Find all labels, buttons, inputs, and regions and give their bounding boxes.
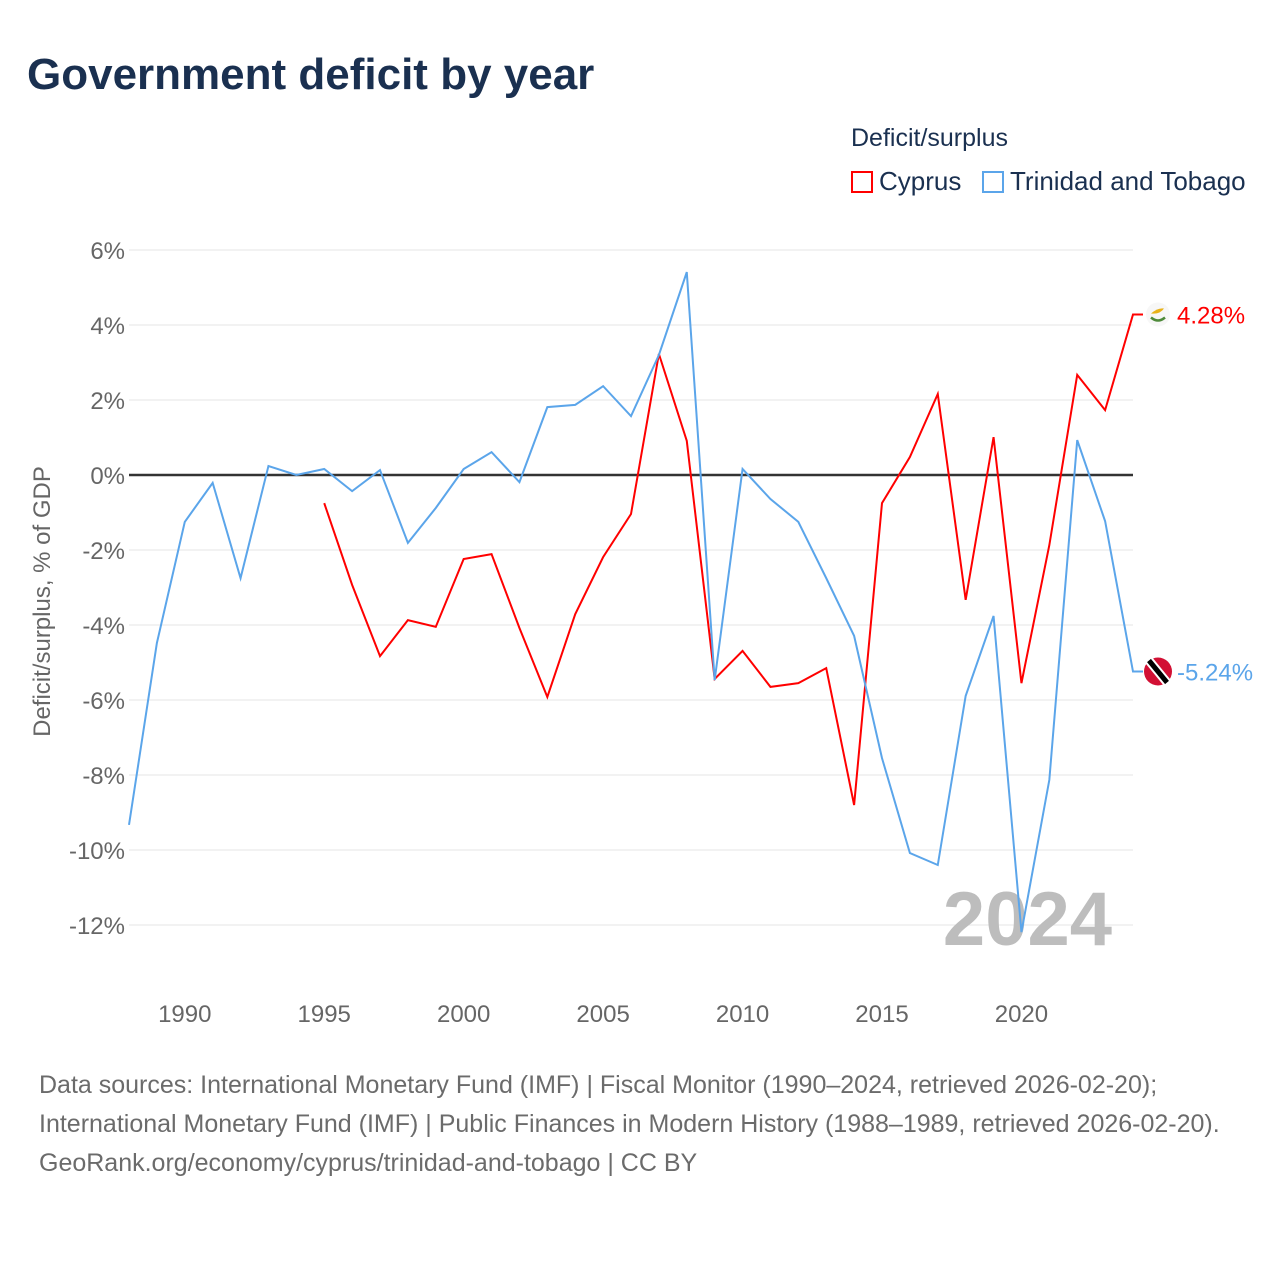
line-chart: 6% 4% 2% 0% -2% -4% -6% -8% -10% -12% 1990 1995 2000… bbox=[29, 238, 1253, 1028]
source-link[interactable]: GeoRank.org/economy/cyprus/trinidad-and-… bbox=[39, 1149, 698, 1177]
end-value-label: -5.24% bbox=[1177, 660, 1253, 687]
y-tick-label: 0% bbox=[90, 463, 125, 490]
y-tick-label: 2% bbox=[90, 388, 125, 415]
trinidad-flag-stripe bbox=[1147, 658, 1169, 685]
x-tick-label: 2005 bbox=[576, 1001, 629, 1028]
legend-item-trinidad[interactable]: Trinidad and Tobago bbox=[982, 166, 1246, 197]
cyprus-flag-olive bbox=[1150, 316, 1166, 322]
cyprus-flag-map bbox=[1151, 308, 1164, 314]
y-tick-label: -6% bbox=[82, 688, 125, 715]
x-tick-label: 1990 bbox=[158, 1001, 211, 1028]
y-tick-label: -12% bbox=[69, 913, 125, 940]
legend-label: Trinidad and Tobago bbox=[1010, 166, 1246, 196]
legend-swatch-trinidad bbox=[982, 170, 1004, 193]
y-tick-label: 6% bbox=[90, 238, 125, 265]
current-year-label: 2024 bbox=[943, 877, 1112, 962]
source-text: Data sources: International Monetary Fun… bbox=[39, 1071, 1220, 1138]
x-tick-label: 2015 bbox=[855, 1001, 908, 1028]
source-note: Data sources: International Monetary Fun… bbox=[39, 1066, 1239, 1183]
y-tick-label: -10% bbox=[69, 838, 125, 865]
legend-swatch-cyprus bbox=[851, 170, 873, 193]
series-line-trinidad bbox=[128, 271, 1143, 933]
x-tick-label: 2000 bbox=[437, 1001, 490, 1028]
y-tick-label: -2% bbox=[82, 538, 125, 565]
y-tick-label: -4% bbox=[82, 613, 125, 640]
series-line-cyprus bbox=[323, 313, 1143, 806]
y-tick-label: 4% bbox=[90, 313, 125, 340]
cyprus-flag-icon bbox=[1146, 302, 1170, 327]
legend-item-cyprus[interactable]: Cyprus bbox=[851, 166, 961, 197]
legend-title: Deficit/surplus bbox=[851, 124, 1008, 152]
x-tick-label: 2020 bbox=[995, 1001, 1048, 1028]
y-axis-label: Deficit/surplus, % of GDP bbox=[29, 466, 56, 737]
y-tick-label: -8% bbox=[82, 763, 125, 790]
chart-title: Government deficit by year bbox=[27, 50, 595, 99]
end-value-label: 4.28% bbox=[1177, 303, 1245, 330]
x-tick-label: 1995 bbox=[298, 1001, 351, 1028]
legend-label: Cyprus bbox=[879, 166, 962, 196]
x-tick-label: 2010 bbox=[716, 1001, 769, 1028]
